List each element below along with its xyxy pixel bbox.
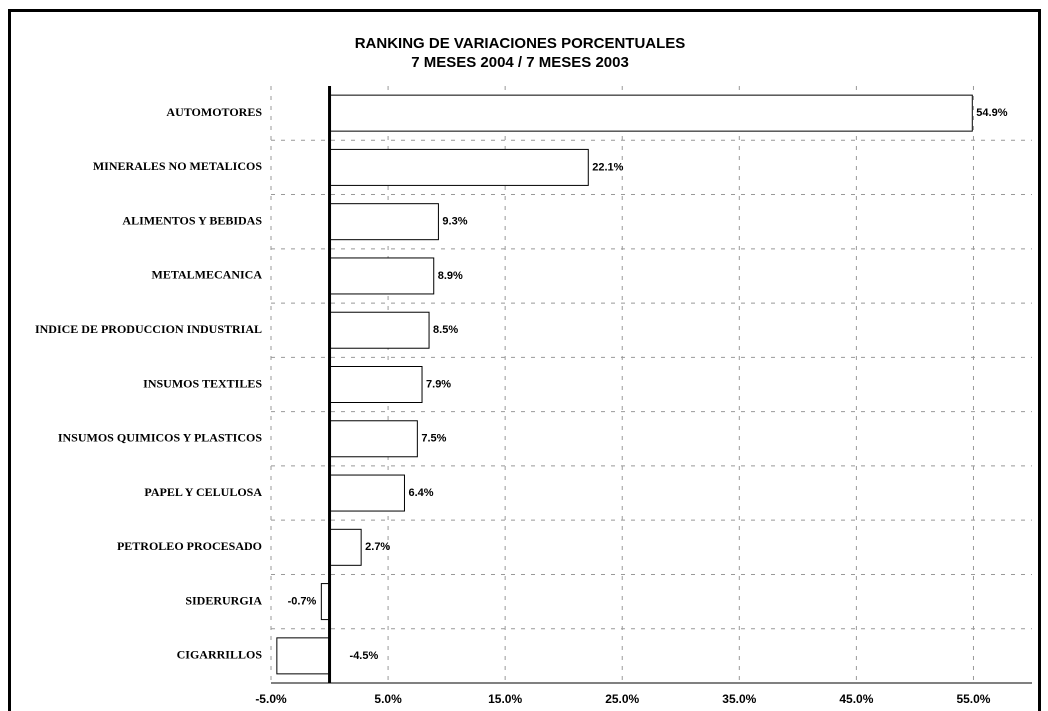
y-tick-label: INDICE DE PRODUCCION INDUSTRIAL: [35, 322, 262, 336]
bar: [329, 528, 362, 566]
chart-subtitle: 7 MESES 2004 / 7 MESES 2003: [411, 54, 629, 71]
bar: [329, 94, 973, 132]
y-tick-label: MINERALES NO METALICOS: [93, 159, 262, 173]
value-label: 9.3%: [442, 216, 467, 228]
bar: [329, 366, 423, 403]
x-tick-label: 55.0%: [956, 692, 990, 706]
bar: [329, 311, 430, 349]
y-tick-label: SIDERURGIA: [185, 593, 262, 607]
x-tick-label: 45.0%: [839, 692, 873, 706]
value-label: -0.7%: [288, 595, 317, 607]
frame: [8, 9, 1041, 711]
value-label: 2.7%: [365, 541, 390, 553]
bar: [329, 257, 435, 295]
value-label: 7.5%: [421, 433, 446, 445]
y-tick-label: METALMECANICA: [152, 268, 263, 282]
bar: [276, 637, 331, 675]
y-tick-label: AUTOMOTORES: [166, 105, 262, 119]
bar: [329, 420, 418, 458]
value-label: 8.9%: [438, 270, 463, 282]
x-tick-label: 5.0%: [374, 692, 402, 706]
y-tick-label: CIGARRILLOS: [177, 648, 263, 662]
y-tick-label: ALIMENTOS Y BEBIDAS: [122, 213, 262, 227]
y-tick-label: INSUMOS QUIMICOS Y PLASTICOS: [58, 431, 262, 445]
value-label: 6.4%: [408, 487, 433, 499]
y-tick-label: INSUMOS TEXTILES: [143, 376, 262, 390]
value-label: 7.9%: [426, 378, 451, 390]
bar: [329, 474, 405, 512]
x-tick-label: 25.0%: [605, 692, 639, 706]
value-label: 54.9%: [976, 107, 1007, 119]
value-label: 8.5%: [433, 324, 458, 336]
bar: [329, 203, 439, 241]
value-label: 22.1%: [592, 161, 623, 173]
chart-title: RANKING DE VARIACIONES PORCENTUALES: [355, 35, 686, 52]
y-tick-label: PETROLEO PROCESADO: [117, 539, 262, 553]
x-tick-label: 35.0%: [722, 692, 756, 706]
x-tick-label: -5.0%: [255, 692, 287, 706]
value-label: -4.5%: [350, 650, 379, 662]
y-tick-label: PAPEL Y CELULOSA: [144, 485, 262, 499]
x-tick-label: 15.0%: [488, 692, 522, 706]
bar: [329, 148, 589, 186]
